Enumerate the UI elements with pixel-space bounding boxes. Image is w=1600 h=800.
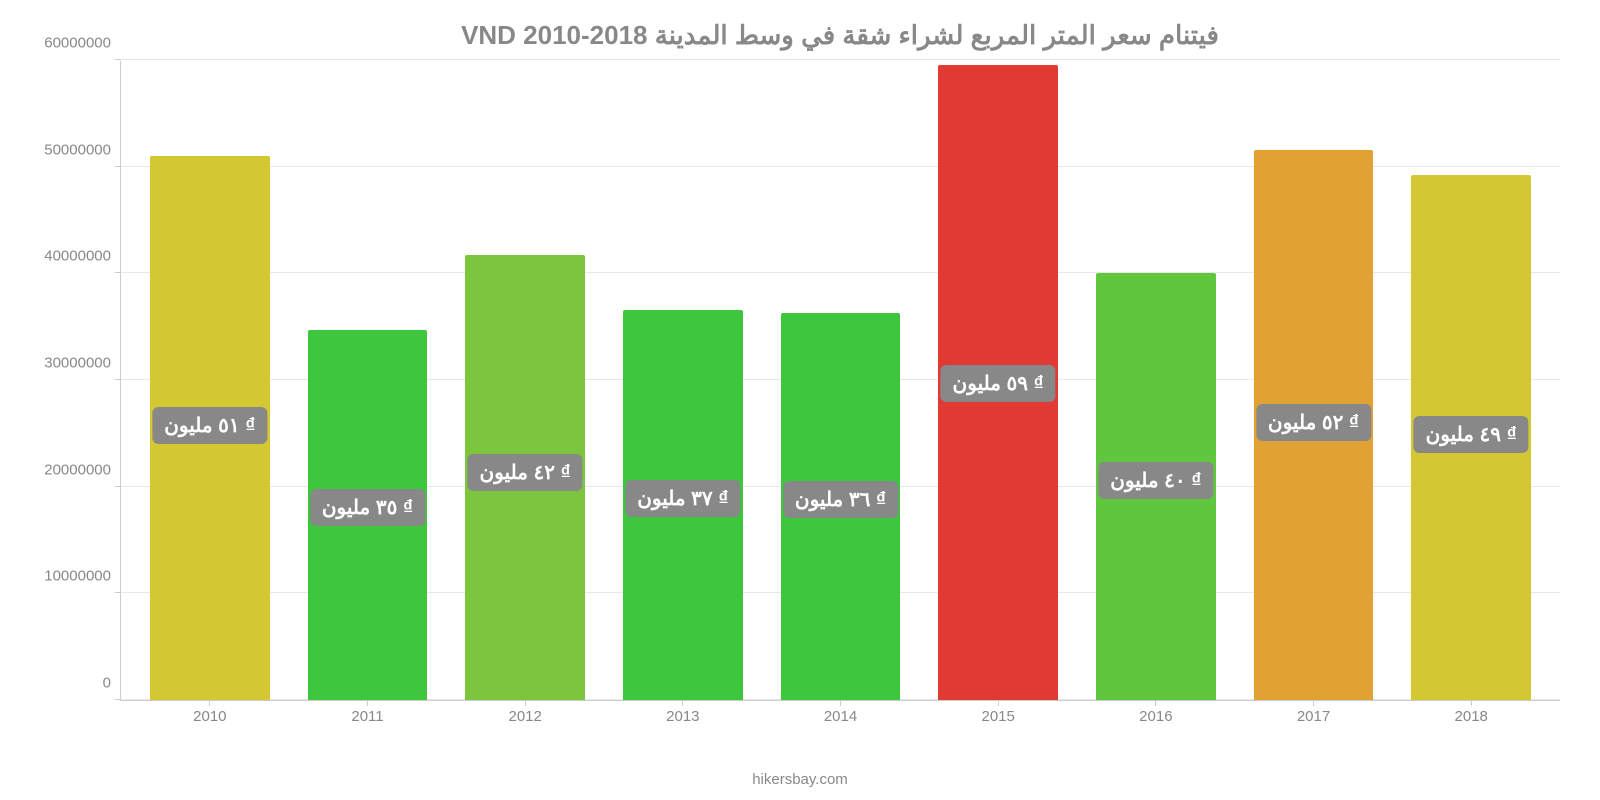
x-tick-label: 2015 [982,708,1015,725]
bar-slot: ₫ ٥٩ مليون2015 [919,61,1077,700]
x-tick-mark [525,700,526,706]
bars-group: ₫ ٥١ مليون2010₫ ٣٥ مليون2011₫ ٤٢ مليون20… [121,61,1560,700]
x-tick-label: 2016 [1139,708,1172,725]
bar-slot: ₫ ٤٩ مليون2018 [1392,61,1550,700]
bar-slot: ₫ ٣٥ مليون2011 [289,61,447,700]
x-tick-mark [367,700,368,706]
x-tick-mark [1155,700,1156,706]
y-tick-label: 50000000 [44,141,121,158]
y-tick-label: 60000000 [44,35,121,52]
x-tick-label: 2017 [1297,708,1330,725]
x-tick-label: 2013 [666,708,699,725]
x-tick-label: 2018 [1455,708,1488,725]
x-tick-label: 2012 [508,708,541,725]
y-tick-label: 10000000 [44,568,121,585]
value-badge: ₫ ٤٠ مليون [1098,462,1213,499]
y-tick-label: 20000000 [44,461,121,478]
bar-slot: ₫ ٤٠ مليون2016 [1077,61,1235,700]
x-tick-mark [998,700,999,706]
y-tick-label: 30000000 [44,355,121,372]
value-badge: ₫ ٥٢ مليون [1256,404,1371,441]
x-tick-mark [1471,700,1472,706]
plot-area: 0100000002000000030000000400000005000000… [120,61,1560,701]
chart-container: فيتنام سعر المتر المربع لشراء شقة في وسط… [0,0,1600,800]
bar-slot: ₫ ٣٦ مليون2014 [762,61,920,700]
source-text: hikersbay.com [752,771,848,788]
value-badge: ₫ ٤٢ مليون [468,454,583,491]
x-tick-label: 2011 [351,708,383,725]
y-tick-label: 40000000 [44,248,121,265]
value-badge: ₫ ٣٥ مليون [310,489,425,526]
bar-slot: ₫ ٣٧ مليون2013 [604,61,762,700]
x-tick-label: 2010 [193,708,226,725]
gridline [121,59,1560,60]
value-badge: ₫ ٥١ مليون [152,407,267,444]
bar-slot: ₫ ٤٢ مليون2012 [446,61,604,700]
value-badge: ₫ ٣٦ مليون [783,481,898,518]
x-tick-label: 2014 [824,708,857,725]
x-tick-mark [1313,700,1314,706]
x-tick-mark [682,700,683,706]
bar-slot: ₫ ٥٢ مليون2017 [1235,61,1393,700]
y-tick-mark [115,59,121,60]
bar-slot: ₫ ٥١ مليون2010 [131,61,289,700]
x-tick-mark [209,700,210,706]
value-badge: ₫ ٣٧ مليون [625,480,740,517]
value-badge: ₫ ٤٩ مليون [1414,416,1529,453]
x-tick-mark [840,700,841,706]
chart-title: فيتنام سعر المتر المربع لشراء شقة في وسط… [120,20,1560,51]
value-badge: ₫ ٥٩ مليون [941,365,1056,402]
y-tick-label: 0 [103,675,121,692]
